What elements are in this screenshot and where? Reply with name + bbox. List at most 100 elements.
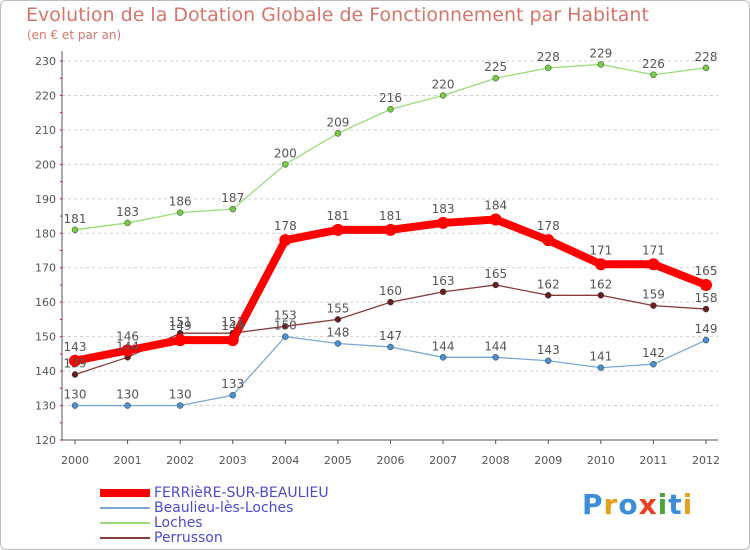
data-label-loches: 229 xyxy=(589,46,612,60)
x-tick-label: 2000 xyxy=(61,454,89,467)
data-point-ferri-re-sur-beaulieu xyxy=(279,234,292,247)
data-point-ferri-re-sur-beaulieu xyxy=(647,258,660,271)
legend-label: Beaulieu-lès-Loches xyxy=(154,500,294,516)
proxiti-logo: Proxiti xyxy=(582,488,694,521)
x-tick-label: 2011 xyxy=(639,454,667,467)
data-label-ferri-re-sur-beaulieu: 181 xyxy=(326,209,349,223)
data-label-loches: 200 xyxy=(274,146,297,160)
data-point-ferri-re-sur-beaulieu xyxy=(489,213,502,226)
y-tick-label: 140 xyxy=(35,365,56,378)
data-label-loches: 186 xyxy=(169,195,192,209)
data-point-perrusson xyxy=(334,316,342,323)
data-point-beaulieu-l-s-loches xyxy=(282,333,289,340)
data-label-ferri-re-sur-beaulieu: 181 xyxy=(379,209,402,223)
data-point-loches xyxy=(439,92,447,99)
data-label-perrusson: 155 xyxy=(326,301,349,315)
legend-item: Perrusson xyxy=(100,530,360,547)
data-label-perrusson: 163 xyxy=(432,274,455,288)
data-label-beaulieu-l-s-loches: 149 xyxy=(695,322,718,336)
data-label-ferri-re-sur-beaulieu: 143 xyxy=(64,340,87,354)
x-tick-label: 2008 xyxy=(482,454,510,467)
data-point-loches xyxy=(176,209,184,216)
data-point-loches xyxy=(492,74,499,82)
data-label-ferri-re-sur-beaulieu: 149 xyxy=(169,319,192,333)
data-label-loches: 209 xyxy=(326,115,349,129)
data-label-ferri-re-sur-beaulieu: 171 xyxy=(642,243,665,257)
data-point-ferri-re-sur-beaulieu xyxy=(542,234,555,247)
data-label-loches: 220 xyxy=(432,77,455,91)
x-tick-label: 2004 xyxy=(271,454,299,467)
data-point-ferri-re-sur-beaulieu xyxy=(384,223,397,236)
data-label-beaulieu-l-s-loches: 141 xyxy=(589,350,612,364)
data-label-loches: 228 xyxy=(537,50,560,64)
y-tick-label: 200 xyxy=(35,158,56,171)
y-tick-label: 160 xyxy=(35,296,56,309)
data-point-ferri-re-sur-beaulieu xyxy=(226,334,239,347)
data-label-beaulieu-l-s-loches: 133 xyxy=(221,377,244,391)
data-label-loches: 225 xyxy=(484,60,507,74)
data-point-ferri-re-sur-beaulieu xyxy=(700,278,712,291)
x-tick-label: 2006 xyxy=(377,454,405,467)
data-point-beaulieu-l-s-loches xyxy=(439,354,447,361)
data-point-loches xyxy=(702,64,710,72)
data-label-perrusson: 162 xyxy=(537,277,560,291)
legend-swatch xyxy=(100,489,150,497)
data-label-perrusson: 165 xyxy=(484,267,507,281)
data-point-beaulieu-l-s-loches xyxy=(492,354,499,361)
data-label-beaulieu-l-s-loches: 130 xyxy=(116,388,139,402)
data-point-perrusson xyxy=(282,323,289,330)
y-tick-label: 220 xyxy=(35,89,56,102)
chart-subtitle: (en € et par an) xyxy=(27,28,122,42)
x-tick-label: 2002 xyxy=(166,454,194,467)
data-label-beaulieu-l-s-loches: 143 xyxy=(537,343,560,357)
data-label-ferri-re-sur-beaulieu: 149 xyxy=(221,319,244,333)
data-point-beaulieu-l-s-loches xyxy=(545,357,552,365)
y-tick-label: 120 xyxy=(35,434,56,447)
data-label-perrusson: 160 xyxy=(379,284,402,298)
x-tick-label: 2010 xyxy=(587,454,615,467)
data-label-perrusson: 144 xyxy=(116,339,139,353)
data-label-beaulieu-l-s-loches: 142 xyxy=(642,346,665,360)
data-label-beaulieu-l-s-loches: 144 xyxy=(432,339,455,353)
data-point-loches xyxy=(597,61,605,68)
x-tick-label: 2007 xyxy=(429,454,457,467)
data-point-beaulieu-l-s-loches xyxy=(229,391,236,399)
data-point-beaulieu-l-s-loches xyxy=(702,336,710,344)
y-tick-label: 150 xyxy=(35,331,56,344)
data-label-ferri-re-sur-beaulieu: 183 xyxy=(432,202,455,216)
data-point-perrusson xyxy=(439,288,447,296)
data-point-ferri-re-sur-beaulieu xyxy=(121,344,134,357)
data-label-ferri-re-sur-beaulieu: 165 xyxy=(695,264,718,278)
data-label-perrusson: 139 xyxy=(64,357,87,371)
legend-swatch xyxy=(100,507,150,509)
data-label-loches: 226 xyxy=(642,57,665,71)
data-label-loches: 228 xyxy=(695,50,718,64)
legend-label: FERRièRE-SUR-BEAULIEU xyxy=(154,485,329,501)
data-point-ferri-re-sur-beaulieu xyxy=(437,216,450,229)
data-point-ferri-re-sur-beaulieu xyxy=(594,258,607,271)
x-tick-label: 2009 xyxy=(534,454,562,467)
x-tick-label: 2001 xyxy=(114,454,142,467)
legend-item: FERRièRE-SUR-BEAULIEU xyxy=(100,485,360,502)
data-label-perrusson: 153 xyxy=(274,308,297,322)
x-tick-label: 2005 xyxy=(324,454,352,467)
data-point-beaulieu-l-s-loches xyxy=(387,343,394,351)
gridlines xyxy=(62,60,718,441)
x-tick-label: 2003 xyxy=(219,454,247,467)
data-point-loches xyxy=(387,105,394,113)
data-label-perrusson: 151 xyxy=(169,315,192,329)
data-point-perrusson xyxy=(71,371,79,378)
data-point-ferri-re-sur-beaulieu xyxy=(69,354,81,367)
data-point-beaulieu-l-s-loches xyxy=(597,364,605,371)
legend-item: Loches xyxy=(100,515,360,532)
series-lines xyxy=(69,61,712,409)
data-point-loches xyxy=(282,161,289,168)
data-point-ferri-re-sur-beaulieu xyxy=(331,223,344,236)
data-point-perrusson xyxy=(387,298,394,306)
data-point-loches xyxy=(71,226,79,234)
data-point-loches xyxy=(334,130,342,137)
data-label-perrusson: 162 xyxy=(589,277,612,291)
data-label-ferri-re-sur-beaulieu: 178 xyxy=(537,219,560,233)
data-label-perrusson: 151 xyxy=(221,315,244,329)
